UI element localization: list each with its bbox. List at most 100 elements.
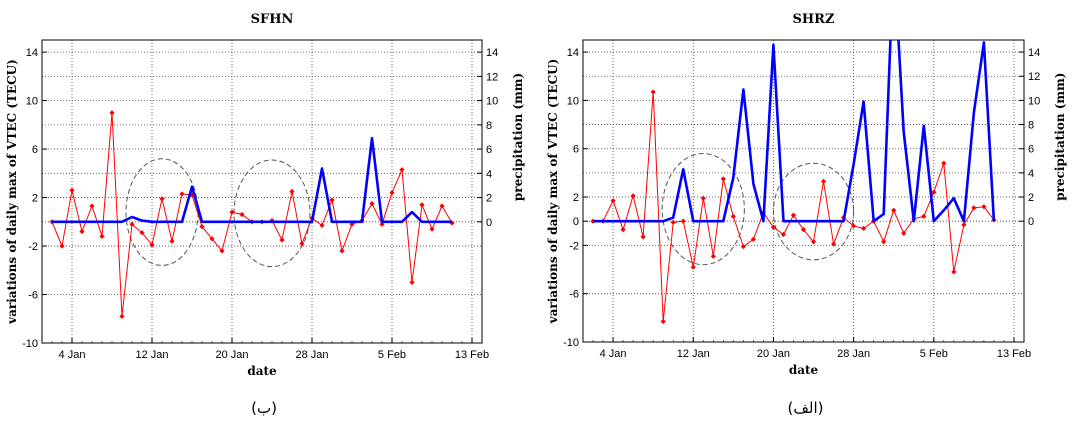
gridlines [42, 40, 482, 344]
x-tick-label: 12 Jan [677, 348, 710, 360]
vtec-point [700, 195, 706, 201]
vtec-point [851, 223, 857, 229]
vtec-point [389, 190, 395, 196]
y-left-tick-label: 14 [567, 47, 579, 59]
vtec-point [219, 248, 225, 254]
vtec-point [59, 243, 65, 249]
axis-ticks [582, 51, 1025, 343]
chart-title: SFHN [251, 12, 294, 27]
y-left-tick-label: -6 [569, 289, 579, 301]
x-tick-label: 13 Feb [997, 348, 1031, 360]
vtec-point [409, 279, 415, 285]
vtec-point [229, 209, 235, 215]
y-right-tick-label: 8 [1028, 120, 1034, 132]
y-left-axis-label: variations of daily max of VTEC (TECU) [5, 59, 19, 325]
y-left-tick-label: 2 [573, 192, 579, 204]
y-right-tick-label: 4 [486, 168, 492, 180]
chart-sfhn: 4 Jan 12 Jan 20 Jan 28 Jan 5 Feb 13 Feb 14 10 6 2… [5, 12, 525, 417]
y-right-tick-label: 10 [1028, 95, 1040, 107]
vtec-point [169, 238, 175, 244]
vtec-point [670, 219, 676, 226]
vtec-point [881, 239, 887, 245]
vtec-point [951, 269, 957, 275]
vtec-point [159, 196, 165, 202]
vtec-point [99, 233, 105, 239]
x-tick-label: 4 Jan [59, 349, 86, 361]
y-right-tick-label: 6 [486, 144, 492, 156]
y-left-tick-label: -10 [22, 338, 38, 350]
vtec-point [941, 160, 947, 166]
y-left-tick-label: 2 [32, 193, 38, 205]
y-right-tick-label: 6 [1028, 144, 1034, 156]
y-right-axis-label: precipitation (mm) [1053, 73, 1067, 201]
y-left-tick-label: -2 [569, 240, 579, 252]
plot-area [590, 40, 997, 325]
x-tick-label: 20 Jan [215, 349, 248, 361]
x-tick-label: 28 Jan [837, 348, 870, 360]
vtec-point [780, 231, 787, 238]
vtec-point [810, 239, 817, 245]
vtec-point [770, 224, 777, 230]
precipitation-line [52, 136, 452, 224]
y-right-tick-label: 14 [1028, 47, 1040, 59]
vtec-point [971, 205, 977, 211]
y-right-tick-label: 12 [486, 71, 498, 83]
vtec-point [660, 318, 666, 325]
vtec-point [79, 228, 85, 235]
vtec-point [209, 236, 215, 242]
vtec-point [720, 176, 726, 182]
vtec-point [650, 89, 656, 95]
y-right-axis-label: precipitation (mm) [511, 73, 525, 201]
vtec-point [820, 178, 827, 184]
y-left-tick-label: -6 [28, 290, 38, 302]
vtec-point [199, 224, 205, 230]
vtec-point [109, 110, 115, 116]
vtec-point [179, 191, 185, 197]
vtec-point [730, 213, 736, 219]
y-left-tick-label: 6 [573, 144, 579, 156]
vtec-point [369, 201, 375, 207]
vtec-point [139, 230, 145, 236]
highlight-ellipse [661, 153, 745, 266]
y-right-tick-label: 4 [1028, 168, 1034, 180]
vtec-point [630, 193, 636, 199]
plot-frame [582, 39, 1025, 343]
vtec-point [640, 234, 646, 240]
axis-ticks [41, 51, 483, 344]
highlight-ellipse [125, 158, 199, 266]
panel-caption: (ب) [251, 399, 277, 417]
vtec-point [610, 198, 616, 204]
precipitation-line [593, 40, 996, 223]
vtec-point [299, 241, 305, 247]
x-tick-label: 5 Feb [378, 349, 406, 361]
vtec-variation-line [593, 91, 995, 322]
vtec-point [149, 242, 155, 248]
vtec-point [439, 203, 445, 209]
vtec-point [89, 203, 95, 209]
y-left-tick-label: 6 [32, 144, 38, 156]
y-right-tick-label: 12 [1028, 71, 1040, 83]
plot-area [49, 110, 455, 319]
x-tick-label: 20 Jan [757, 348, 790, 360]
y-right-tick-label: 8 [486, 120, 492, 132]
y-left-tick-label: 10 [567, 95, 579, 107]
highlight-ellipse [772, 162, 855, 261]
vtec-point [690, 264, 696, 270]
vtec-point [961, 222, 967, 228]
y-left-axis-label: variations of daily max of VTEC (TECU) [546, 59, 560, 325]
highlight-ellipse [233, 159, 311, 268]
vtec-point [680, 218, 686, 224]
vtec-point [239, 211, 245, 218]
vtec-point [710, 253, 716, 259]
y-right-tick-label: 14 [486, 47, 498, 59]
y-right-tick-label: 0 [486, 217, 492, 229]
vtec-point [119, 313, 125, 319]
y-right-tick-label: 10 [486, 96, 498, 108]
y-right-tick-label: 2 [1028, 192, 1034, 204]
vtec-point [981, 204, 987, 210]
vtec-point [289, 188, 295, 195]
vtec-point [319, 222, 325, 229]
plot-frame [41, 39, 483, 344]
vtec-point [740, 243, 746, 250]
vtec-point [129, 221, 135, 227]
